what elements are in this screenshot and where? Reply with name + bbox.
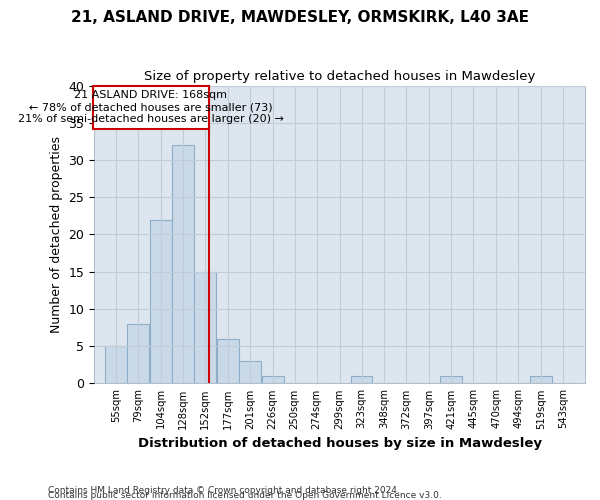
Title: Size of property relative to detached houses in Mawdesley: Size of property relative to detached ho… — [144, 70, 535, 83]
Text: 21 ASLAND DRIVE: 168sqm: 21 ASLAND DRIVE: 168sqm — [74, 90, 227, 100]
FancyBboxPatch shape — [93, 86, 209, 128]
Bar — [239, 361, 260, 384]
Text: 21, ASLAND DRIVE, MAWDESLEY, ORMSKIRK, L40 3AE: 21, ASLAND DRIVE, MAWDESLEY, ORMSKIRK, L… — [71, 10, 529, 25]
Text: Contains HM Land Registry data © Crown copyright and database right 2024.: Contains HM Land Registry data © Crown c… — [48, 486, 400, 495]
Text: ← 78% of detached houses are smaller (73): ← 78% of detached houses are smaller (73… — [29, 102, 273, 112]
Bar — [172, 145, 194, 384]
Bar — [262, 376, 284, 384]
Bar — [530, 376, 552, 384]
Text: Contains public sector information licensed under the Open Government Licence v3: Contains public sector information licen… — [48, 491, 442, 500]
Bar — [127, 324, 149, 384]
Bar — [150, 220, 172, 384]
Bar — [217, 338, 239, 384]
Y-axis label: Number of detached properties: Number of detached properties — [50, 136, 63, 333]
X-axis label: Distribution of detached houses by size in Mawdesley: Distribution of detached houses by size … — [137, 437, 542, 450]
Bar — [351, 376, 373, 384]
Bar — [194, 272, 216, 384]
Bar — [440, 376, 462, 384]
Text: 21% of semi-detached houses are larger (20) →: 21% of semi-detached houses are larger (… — [18, 114, 284, 124]
Bar — [105, 346, 127, 384]
